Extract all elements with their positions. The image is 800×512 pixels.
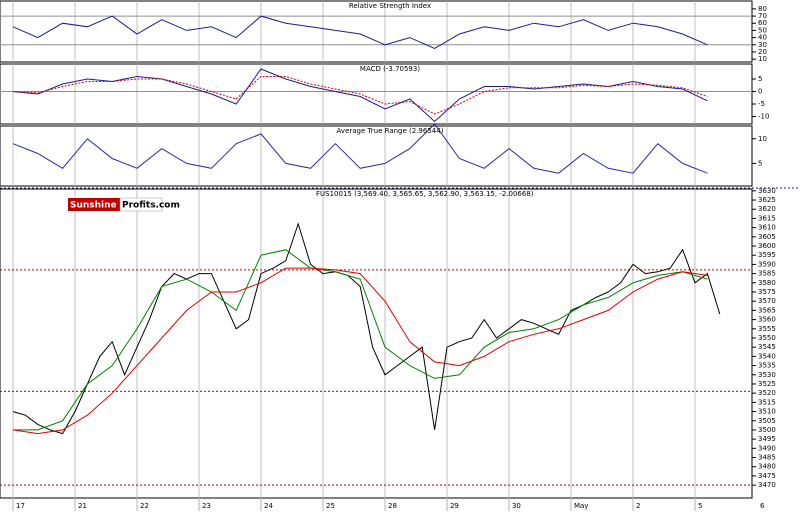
y-tick-label: 3595 <box>758 251 776 259</box>
x-tick-label: 6 <box>760 502 765 510</box>
y-tick-label: 3470 <box>758 481 776 489</box>
y-tick-label: 20 <box>758 48 767 56</box>
x-tick-label: 30 <box>512 502 521 510</box>
y-tick-label: 40 <box>758 34 767 42</box>
y-tick-label: 3630 <box>758 187 776 195</box>
y-tick-label: 3590 <box>758 260 776 268</box>
x-tick-label: 29 <box>450 502 459 510</box>
series-line <box>12 68 708 123</box>
series-line <box>12 76 708 115</box>
y-tick-label: 3555 <box>758 325 776 333</box>
logo-red <box>68 198 120 211</box>
y-tick-label: 0 <box>758 88 762 96</box>
y-tick-label: 3620 <box>758 205 776 213</box>
y-tick-label: 10 <box>758 55 767 63</box>
y-tick-label: 3550 <box>758 334 776 342</box>
x-tick-label: May <box>574 502 588 510</box>
logo-text: Sunshine <box>70 201 117 211</box>
panel-frame <box>0 63 753 125</box>
panel-title: Average True Range (2.96544) <box>337 127 444 135</box>
x-tick-label: 21 <box>78 502 87 510</box>
y-tick-label: 3625 <box>758 196 776 204</box>
y-tick-label: 30 <box>758 41 767 49</box>
x-tick-label: 23 <box>202 502 211 510</box>
panel-title: Relative Strength Index <box>349 2 431 10</box>
y-tick-label: 3505 <box>758 417 776 425</box>
y-tick-label: 3605 <box>758 233 776 241</box>
y-tick-label: 3510 <box>758 408 776 416</box>
y-tick-label: 60 <box>758 19 767 27</box>
y-tick-label: 10 <box>758 135 767 143</box>
y-tick-label: 3495 <box>758 435 776 443</box>
x-tick-label: 2 <box>636 502 640 510</box>
series-line <box>12 222 721 435</box>
series-line <box>12 123 708 174</box>
logo-white <box>119 197 163 212</box>
y-tick-label: 50 <box>758 26 767 34</box>
series-line <box>12 15 708 49</box>
y-tick-label: 3480 <box>758 463 776 471</box>
logo-text: Profits.com <box>122 201 180 211</box>
y-tick-label: 3560 <box>758 316 776 324</box>
y-tick-label: 3515 <box>758 398 776 406</box>
y-tick-label: 5 <box>758 75 762 83</box>
series-line <box>13 249 708 431</box>
y-tick-label: 70 <box>758 12 767 20</box>
x-tick-label: 17 <box>16 502 25 510</box>
y-tick-label: 3530 <box>758 371 776 379</box>
y-tick-label: 3580 <box>758 279 776 287</box>
panel-frame <box>0 188 753 499</box>
y-tick-label: 3615 <box>758 214 776 222</box>
y-tick-label: 3535 <box>758 362 776 370</box>
y-tick-label: 3490 <box>758 444 776 452</box>
y-tick-label: 3525 <box>758 380 776 388</box>
panel-frame <box>0 125 753 187</box>
series-line <box>12 267 708 435</box>
y-tick-label: 3545 <box>758 343 776 351</box>
x-tick-label: 24 <box>264 502 273 510</box>
logo: Sunshine Profits.com <box>68 197 180 212</box>
x-tick-label: 22 <box>140 502 149 510</box>
y-tick-label: 3575 <box>758 288 776 296</box>
y-tick-label: 5 <box>758 159 762 167</box>
y-tick-label: 3520 <box>758 389 776 397</box>
y-tick-label: 3475 <box>758 472 776 480</box>
y-tick-label: 3565 <box>758 306 776 314</box>
panel-frame <box>0 0 753 63</box>
x-tick-label: 5 <box>698 502 702 510</box>
y-tick-label: 3570 <box>758 297 776 305</box>
y-tick-label: -5 <box>758 100 765 108</box>
x-tick-label: 28 <box>388 502 397 510</box>
y-tick-label: 80 <box>758 5 767 13</box>
y-tick-label: 3500 <box>758 426 776 434</box>
x-tick-label: 25 <box>326 502 335 510</box>
y-tick-label: 3540 <box>758 352 776 360</box>
y-tick-label: 3610 <box>758 224 776 232</box>
y-tick-label: 3600 <box>758 242 776 250</box>
y-tick-label: 3585 <box>758 270 776 278</box>
y-tick-label: -10 <box>758 113 769 121</box>
panel-title: FUS10015 (3,569.40, 3,565.65, 3,562.90, … <box>316 190 534 198</box>
panel-title: MACD (-3.70593) <box>360 65 420 73</box>
y-tick-label: 3485 <box>758 454 776 462</box>
